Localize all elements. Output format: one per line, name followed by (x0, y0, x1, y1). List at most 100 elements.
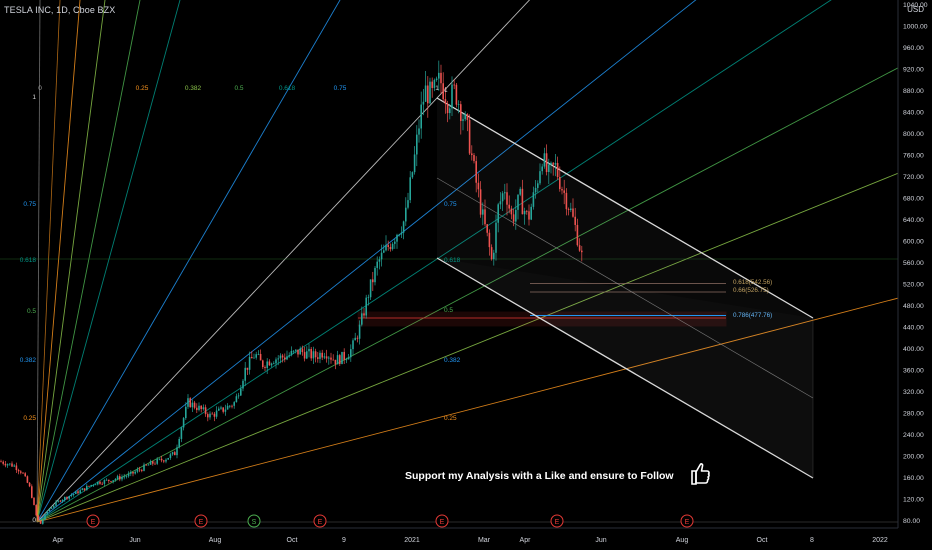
candle-body (416, 134, 418, 155)
event-marker: E (550, 514, 564, 528)
candle-body (400, 232, 403, 235)
candle-body (314, 351, 317, 358)
fan-line-0382-upper (36, 0, 106, 523)
candle-body (125, 476, 128, 477)
candle-body (266, 361, 268, 368)
candle-body (24, 473, 26, 477)
candle-body (332, 359, 334, 361)
candle-body (103, 480, 106, 484)
candle-body (17, 470, 20, 472)
candle-body (108, 479, 110, 482)
candle-body (90, 484, 92, 487)
currency-label: USD (907, 5, 924, 14)
event-marker-label: E (685, 519, 690, 526)
event-marker-label: E (199, 519, 204, 526)
candle-body (198, 405, 200, 410)
candle-body (167, 457, 169, 460)
candle-body (185, 406, 187, 419)
candle-body (215, 410, 218, 417)
candle-body (13, 465, 15, 467)
time-tick-label: 2021 (404, 537, 420, 544)
candle-body (284, 357, 286, 360)
candle-body (259, 353, 262, 361)
candle-body (64, 497, 66, 500)
price-tick-label: 520.00 (903, 282, 924, 289)
candle-body (233, 402, 235, 406)
candle-body (539, 171, 541, 184)
fan-line-025 (36, 297, 898, 523)
candle-body (398, 234, 400, 236)
candle-body (517, 194, 519, 210)
candle-body (99, 481, 101, 484)
candle-body (79, 490, 81, 494)
candle-body (277, 358, 279, 360)
candle-body (462, 119, 464, 121)
price-tick-label: 960.00 (903, 45, 924, 52)
candle-body (405, 207, 407, 222)
candle-body (363, 313, 365, 316)
candle-body (0, 461, 2, 463)
channel-mid (436, 177, 814, 399)
price-tick-label: 320.00 (903, 389, 924, 396)
candle-body (477, 182, 480, 190)
candle-body (358, 324, 361, 339)
event-marker-circle (550, 514, 564, 528)
candle-body (457, 104, 460, 105)
candle-body (211, 413, 213, 415)
retracement-label: 0.66(526.75) (733, 287, 769, 294)
candle-body (440, 72, 442, 84)
candle-body (479, 189, 482, 215)
event-marker-label: E (318, 519, 323, 526)
price-tick-label: 160.00 (903, 475, 924, 482)
candle-body (504, 192, 506, 194)
candle-body (189, 398, 191, 408)
price-tick-label: 400.00 (903, 346, 924, 353)
candle-body (543, 153, 546, 167)
fan-left-label: 0.5 (27, 308, 36, 315)
price-scale-ticks: 1040.00 1000.00 960.00 920.00 880.00 840.00 80… (903, 2, 928, 525)
candle-body (433, 79, 436, 88)
thumbs-up-icon (691, 463, 710, 485)
candle-body (77, 491, 79, 494)
candle-body (213, 413, 216, 417)
candle-body (35, 504, 37, 516)
candle-body (48, 508, 51, 512)
event-marker-label: S (252, 519, 257, 526)
fan-left-label: 0.75 (23, 201, 36, 208)
price-tick-label: 600.00 (903, 239, 924, 246)
candle-body (101, 483, 103, 485)
candle-body (482, 209, 484, 215)
candle-body (242, 380, 244, 389)
candle-body (424, 85, 427, 102)
time-tick-label: Mar (478, 537, 491, 544)
candle-body (123, 476, 125, 478)
candle-body (508, 204, 510, 209)
candle-body (171, 452, 174, 455)
candle-body (22, 472, 24, 474)
candle-body (240, 388, 242, 396)
candle-body (191, 402, 194, 408)
price-tick-label: 880.00 (903, 88, 924, 95)
time-tick-label: Apr (520, 537, 532, 544)
time-tick-label: Oct (757, 537, 768, 544)
candle-body (541, 166, 543, 172)
time-tick-label: 2022 (872, 537, 888, 544)
candle-body (354, 337, 356, 341)
candle-body (279, 355, 282, 359)
candle-body (330, 357, 332, 360)
event-marker: E (435, 514, 449, 528)
candle-body (149, 461, 152, 465)
candle-body (226, 405, 229, 410)
candle-body (321, 352, 323, 358)
candle-body (350, 349, 352, 358)
time-tick-label: Apr (53, 537, 65, 544)
candle-body (380, 252, 383, 260)
candle-body (229, 405, 231, 407)
candle-body (237, 395, 240, 397)
fan-line-075 (36, 0, 697, 523)
time-tick-label: Aug (209, 537, 222, 544)
price-tick-label: 120.00 (903, 497, 924, 504)
candle-body (42, 519, 44, 524)
